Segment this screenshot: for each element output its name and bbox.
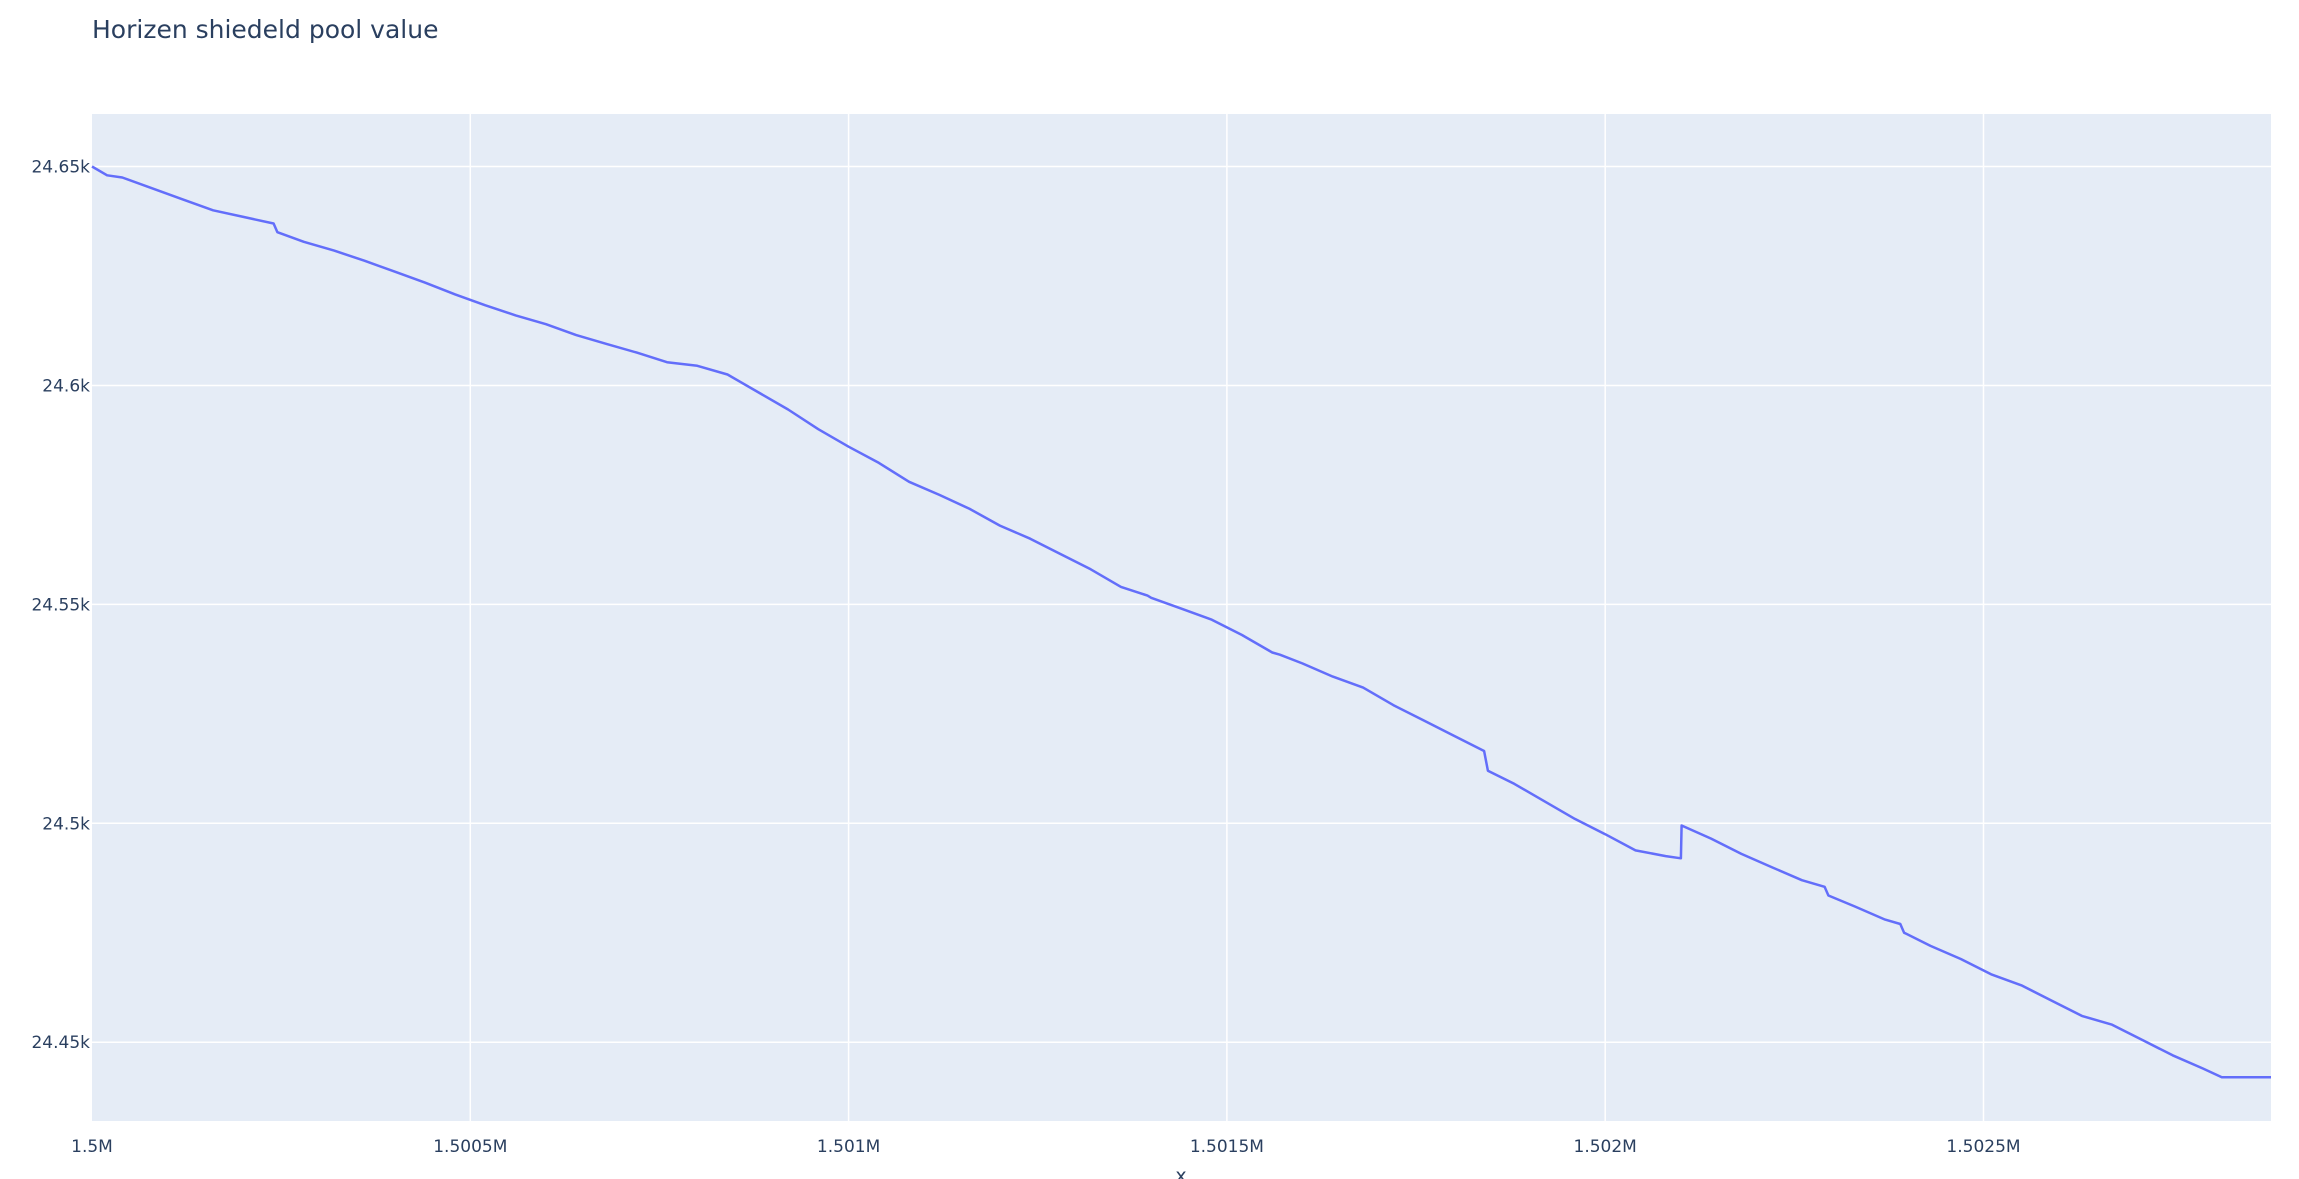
plot-area bbox=[92, 114, 2271, 1121]
chart-title: Horizen shiedeld pool value bbox=[92, 15, 438, 44]
y-tick-label: 24.45k bbox=[31, 1033, 90, 1053]
x-axis-ticks: 1.5M 1.5005M 1.501M 1.5015M 1.502M 1.5025M bbox=[71, 1137, 2020, 1157]
series-line-0 bbox=[91, 165, 2271, 1079]
x-tick-label: 1.502M bbox=[1574, 1137, 1637, 1157]
y-axis-ticks: 24.45k 24.5k 24.55k 24.6k 24.65k bbox=[31, 158, 90, 1054]
x-tick-label: 1.5005M bbox=[433, 1137, 507, 1157]
series-lines bbox=[91, 165, 2271, 1079]
y-tick-label: 24.6k bbox=[42, 376, 90, 396]
y-tick-label: 24.65k bbox=[31, 158, 90, 178]
x-axis-title: x bbox=[1175, 1165, 1186, 1179]
x-tick-label: 1.501M bbox=[817, 1137, 880, 1157]
y-tick-label: 24.5k bbox=[42, 814, 90, 834]
x-tick-label: 1.5M bbox=[71, 1137, 113, 1157]
x-tick-label: 1.5025M bbox=[1946, 1137, 2020, 1157]
gridlines bbox=[92, 114, 2271, 1121]
y-tick-label: 24.55k bbox=[31, 595, 90, 615]
x-tick-label: 1.5015M bbox=[1190, 1137, 1264, 1157]
